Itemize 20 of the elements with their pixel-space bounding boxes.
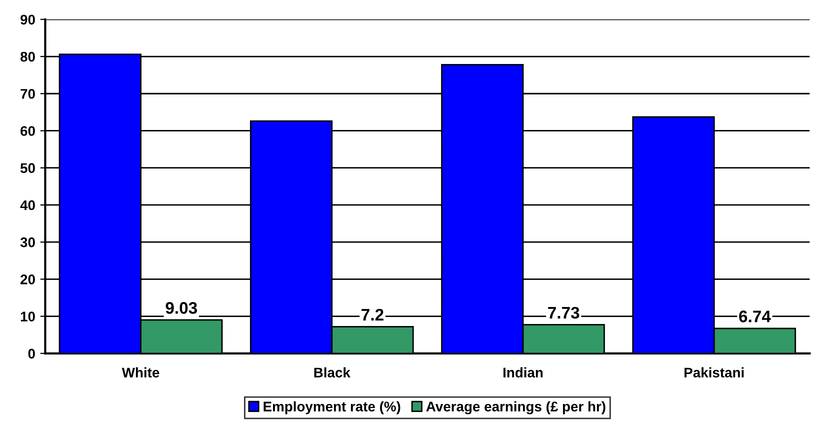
y-tick-label: 30 [20, 237, 35, 248]
legend-label: Employment rate (%) [264, 401, 400, 414]
data-label: 7.2 [362, 308, 384, 320]
x-tick-label: Pakistani [684, 367, 744, 378]
data-label: 9.03 [166, 302, 197, 314]
x-tick-label: Black [314, 367, 350, 378]
y-tick-label: 80 [20, 52, 35, 62]
data-label: 6.74 [739, 310, 771, 322]
y-tick-label: 10 [20, 312, 35, 322]
y-tick-label: 60 [20, 126, 35, 136]
y-tick-label: 20 [20, 274, 35, 284]
y-tick-label: 70 [20, 88, 35, 99]
legend-label: Average earnings (£ per hr) [426, 401, 606, 414]
x-tick-label: White [122, 367, 160, 378]
y-tick-label: 90 [20, 14, 35, 25]
y-tick-label: 40 [20, 200, 35, 210]
y-tick-label: 50 [20, 163, 35, 174]
data-label: 7.73 [548, 306, 580, 319]
x-tick-label: Indian [503, 367, 543, 378]
y-tick-label: 0 [28, 348, 35, 359]
